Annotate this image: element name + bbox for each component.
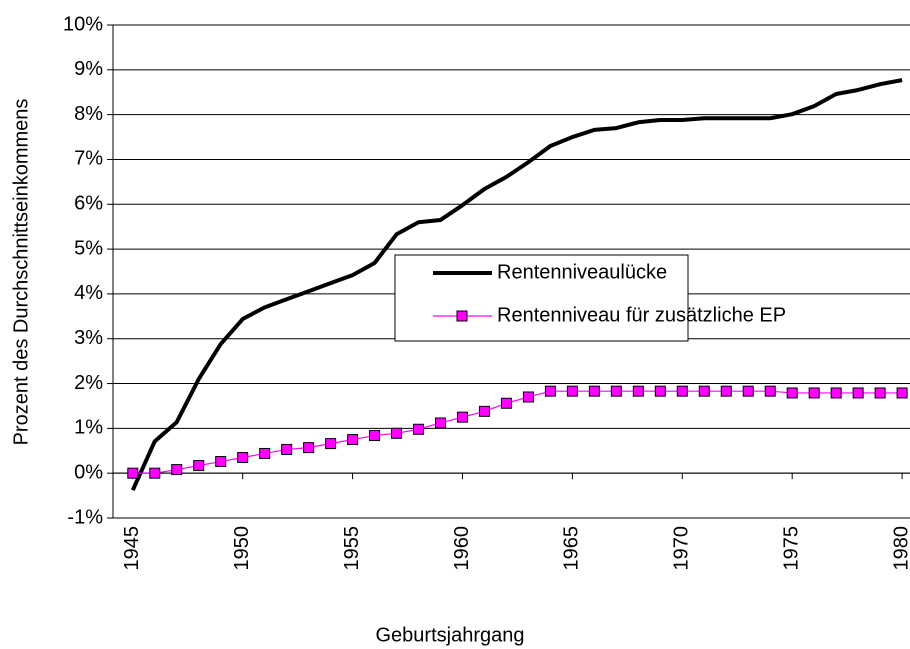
legend: Rentenniveaulücke Rentenniveau für zusätz…: [394, 254, 786, 342]
point-marker: [764, 385, 776, 397]
point-marker: [281, 443, 293, 455]
point-marker: [852, 387, 864, 399]
point-marker: [588, 385, 600, 397]
x-tick-label: 1955: [341, 526, 363, 571]
point-marker: [369, 430, 381, 442]
point-marker: [325, 438, 337, 450]
point-marker: [456, 411, 468, 423]
legend-box: [394, 254, 689, 342]
point-marker: [720, 385, 732, 397]
x-tick-label: 1980: [890, 526, 910, 571]
point-marker: [830, 387, 842, 399]
point-marker: [435, 417, 447, 429]
x-tick-label: 1950: [231, 526, 253, 571]
legend-label: Rentenniveau für zusätzliche EP: [497, 304, 786, 326]
point-marker: [413, 423, 425, 435]
point-marker: [500, 397, 512, 409]
legend-label: Rentenniveaulücke: [497, 261, 667, 283]
series-line: [130, 78, 903, 492]
point-marker: [698, 385, 710, 397]
y-tick-label: 10%: [63, 13, 103, 35]
y-tick-label: 9%: [74, 58, 103, 80]
y-tick-label: 1%: [74, 417, 103, 439]
point-marker: [654, 385, 666, 397]
point-marker: [566, 385, 578, 397]
y-tick-label: -1%: [67, 506, 103, 528]
y-tick-label: 0%: [74, 461, 103, 483]
x-tick-label: 1965: [561, 526, 583, 571]
point-marker: [215, 456, 227, 468]
y-tick-label: 4%: [74, 282, 103, 304]
point-marker: [478, 405, 490, 417]
point-marker: [303, 442, 315, 454]
point-marker: [808, 387, 820, 399]
point-marker: [237, 451, 249, 463]
point-marker: [610, 385, 622, 397]
legend-marker: [456, 310, 468, 322]
y-axis-label: Prozent des Durchschnittseinkommens: [10, 99, 32, 446]
y-tick-label: 3%: [74, 327, 103, 349]
x-axis-label: Geburtsjahrgang: [376, 624, 525, 646]
y-tick-label: 5%: [74, 237, 103, 259]
point-marker: [632, 385, 644, 397]
point-marker: [896, 387, 908, 399]
x-tick-label: 1970: [671, 526, 693, 571]
point-marker: [676, 385, 688, 397]
point-marker: [391, 427, 403, 439]
point-marker: [171, 464, 183, 476]
x-tick-label: 1960: [451, 526, 473, 571]
point-marker: [874, 387, 886, 399]
point-marker: [149, 467, 161, 479]
x-tick-label: 1945: [121, 526, 143, 571]
y-tick-label: 7%: [74, 148, 103, 170]
y-tick-label: 6%: [74, 193, 103, 215]
point-marker: [127, 467, 139, 479]
point-marker: [522, 391, 534, 403]
point-marker: [786, 387, 798, 399]
point-marker: [347, 434, 359, 446]
x-tick-label: 1975: [780, 526, 802, 571]
point-marker: [259, 447, 271, 459]
y-tick-label: 8%: [74, 103, 103, 125]
y-tick-label: 2%: [74, 372, 103, 394]
point-marker: [742, 385, 754, 397]
point-marker: [193, 460, 205, 472]
point-marker: [544, 385, 556, 397]
